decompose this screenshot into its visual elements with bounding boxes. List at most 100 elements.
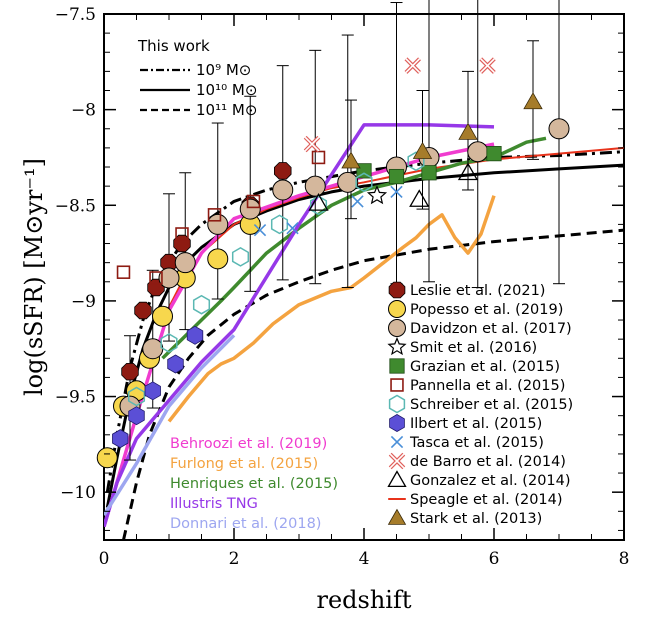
line-label-behroozi-et-al-2019: Behroozi et al. (2019) xyxy=(170,436,327,452)
point-schreiber-et-al-2015 xyxy=(127,386,146,407)
point-leslie-et-al-2021 xyxy=(134,301,152,320)
point-davidzon-et-al-2017 xyxy=(239,198,261,220)
model-line-this-work-1e11 xyxy=(122,228,624,540)
inset-legend-label: 10¹¹ M⊙ xyxy=(196,101,257,119)
point-grazian-et-al-2015 xyxy=(486,146,502,162)
legend-label-ilbert-et-al-2015: Ilbert et al. (2015) xyxy=(410,416,542,432)
legend-label-schreiber-et-al-2015: Schreiber et al. (2015) xyxy=(410,397,573,413)
point-leslie-et-al-2021 xyxy=(121,362,139,381)
legend-label-stark-et-al-2013: Stark et al. (2013) xyxy=(410,511,542,527)
point-davidzon-et-al-2017 xyxy=(337,171,359,193)
legend-marker-gonzalez-et-al-2014 xyxy=(387,470,407,488)
x-tick-label: 2 xyxy=(229,549,240,569)
legend-label-davidzon-et-al-2017: Davidzon et al. (2017) xyxy=(410,321,572,337)
point-popesso-et-al-2019 xyxy=(152,305,173,327)
inset-legend: This work 10⁹ M⊙ 10¹⁰ M⊙ 10¹¹ M⊙ xyxy=(137,37,257,119)
marker-legend: Leslie et al. (2021) Popesso et al. (2019… xyxy=(387,281,573,527)
line-label-donnari-et-al-2018: Donnari et al. (2018) xyxy=(170,516,321,532)
point-davidzon-et-al-2017 xyxy=(548,118,570,140)
legend-marker-leslie-et-al-2021 xyxy=(388,281,406,299)
point-stark-et-al-2013 xyxy=(458,122,478,140)
point-de-barro-et-al-2014-inner xyxy=(405,58,421,74)
model-line-donnari-et-al-2018 xyxy=(104,334,236,517)
point-tasca-et-al-2015 xyxy=(390,185,403,199)
x-axis-title: redshift xyxy=(316,586,411,614)
point-stark-et-al-2013 xyxy=(412,141,433,159)
point-pannella-et-al-2015 xyxy=(246,194,261,209)
model-line-furlong-et-al-2015 xyxy=(167,195,496,423)
point-davidzon-et-al-2017 xyxy=(174,252,196,274)
legend-label-pannella-et-al-2015: Pannella et al. (2015) xyxy=(410,378,565,394)
point-gonzalez-et-al-2014 xyxy=(409,189,430,207)
point-pannella-et-al-2015 xyxy=(311,150,326,165)
legend-marker-stark-et-al-2013 xyxy=(387,508,407,525)
y-axis-title: log(sSFR) [M⊙yr⁻¹] xyxy=(20,158,48,396)
legend-label-leslie-et-al-2021: Leslie et al. (2021) xyxy=(410,283,545,299)
inset-legend-title: This work xyxy=(137,37,210,55)
point-davidzon-et-al-2017 xyxy=(207,213,229,235)
legend-marker-smit-et-al-2016 xyxy=(387,336,407,356)
point-pannella-et-al-2015 xyxy=(175,227,189,241)
point-tasca-et-al-2015 xyxy=(286,222,299,235)
y-tick-label: −9 xyxy=(71,292,96,312)
x-tick-label: 6 xyxy=(489,549,500,569)
y-tick-label: −8 xyxy=(71,101,96,121)
point-pannella-et-al-2015 xyxy=(116,265,131,279)
point-tasca-et-al-2015 xyxy=(253,223,267,237)
legend-marker-pannella-et-al-2015 xyxy=(390,378,404,392)
point-grazian-et-al-2015 xyxy=(421,165,437,181)
legend-label-popesso-et-al-2019: Popesso et al. (2019) xyxy=(410,302,563,318)
point-schreiber-et-al-2015 xyxy=(192,294,211,315)
legend-label-gonzalez-et-al-2014: Gonzalez et al. (2014) xyxy=(410,473,571,489)
line-label-furlong-et-al-2015: Furlong et al. (2015) xyxy=(170,456,318,472)
point-pannella-et-al-2015 xyxy=(207,208,222,222)
point-pannella-et-al-2015 xyxy=(149,271,163,285)
axis-ticks-layer: 0 2 4 6 8 −10 −9.5 −9 −8.5 −8 −7.5 xyxy=(55,5,630,569)
point-ilbert-et-al-2015 xyxy=(128,406,145,426)
line-label-illustris-tng: Illustris TNG xyxy=(170,496,258,512)
legend-marker-tasca-et-al-2015 xyxy=(390,435,404,449)
point-grazian-et-al-2015 xyxy=(356,163,372,179)
inset-legend-label: 10⁹ M⊙ xyxy=(196,61,251,79)
point-davidzon-et-al-2017 xyxy=(304,175,326,197)
line-labels: Behroozi et al. (2019) Furlong et al. (20… xyxy=(170,436,338,532)
point-davidzon-et-al-2017 xyxy=(272,179,294,201)
point-leslie-et-al-2021 xyxy=(273,162,292,180)
model-line-this-work-1e9 xyxy=(105,150,624,493)
legend-marker-ilbert-et-al-2015 xyxy=(389,414,405,432)
point-davidzon-et-al-2017 xyxy=(467,141,489,163)
point-schreiber-et-al-2015 xyxy=(309,195,328,216)
point-tasca-et-al-2015 xyxy=(351,195,364,208)
point-gonzalez-et-al-2014 xyxy=(457,162,479,181)
point-ilbert-et-al-2015 xyxy=(186,325,204,345)
point-de-barro-et-al-2014-inner xyxy=(480,58,495,74)
point-schreiber-et-al-2015 xyxy=(355,172,373,193)
point-ilbert-et-al-2015 xyxy=(112,429,129,449)
legend-label-speagle-et-al-2014: Speagle et al. (2014) xyxy=(410,492,563,508)
point-smit-et-al-2016 xyxy=(366,185,388,205)
point-gonzalez-et-al-2014 xyxy=(308,193,329,211)
point-ilbert-et-al-2015 xyxy=(167,354,184,374)
point-grazian-et-al-2015 xyxy=(388,168,405,185)
line-label-henriques-et-al-2015: Henriques et al. (2015) xyxy=(170,476,338,492)
legend-label-tasca-et-al-2015: Tasca et al. (2015) xyxy=(409,435,544,451)
inset-legend-label: 10¹⁰ M⊙ xyxy=(196,81,257,99)
y-tick-label: −10 xyxy=(60,483,96,503)
legend-marker-popesso-et-al-2019 xyxy=(388,300,406,318)
point-schreiber-et-al-2015 xyxy=(270,214,289,235)
y-tick-label: −8.5 xyxy=(55,196,96,216)
legend-marker-grazian-et-al-2015 xyxy=(389,358,405,374)
model-line-behroozi-et-al-2019 xyxy=(104,142,495,528)
data-points-layer xyxy=(96,57,570,469)
point-davidzon-et-al-2017 xyxy=(142,338,164,360)
y-tick-label: −9.5 xyxy=(55,388,96,408)
legend-marker-de-barro-et-al-2014-inner xyxy=(389,453,405,469)
point-popesso-et-al-2019 xyxy=(207,248,229,270)
point-popesso-et-al-2019 xyxy=(96,447,118,469)
point-schreiber-et-al-2015 xyxy=(231,247,250,267)
x-tick-label: 8 xyxy=(619,549,630,569)
x-tick-label: 4 xyxy=(359,549,370,569)
legend-marker-davidzon-et-al-2017 xyxy=(388,319,406,337)
legend-marker-schreiber-et-al-2015 xyxy=(388,394,406,414)
